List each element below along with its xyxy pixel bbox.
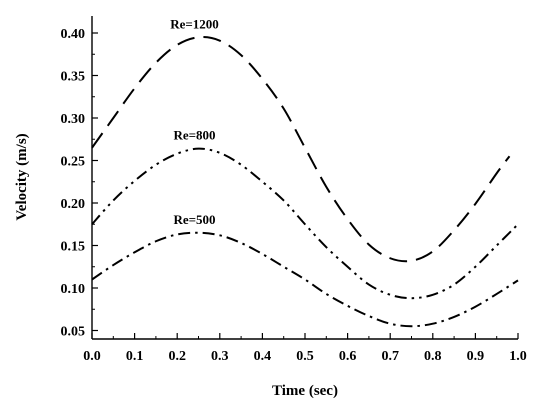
x-tick-label: 0.0	[83, 349, 101, 364]
y-tick-label: 0.25	[61, 155, 86, 170]
x-tick-label: 0.1	[126, 349, 144, 364]
x-tick-label: 0.3	[211, 349, 229, 364]
series-line-re-500	[91, 231, 519, 328]
x-tick-label: 0.2	[168, 349, 186, 364]
y-tick-label: 0.20	[61, 197, 86, 212]
x-tick-label: 0.9	[467, 349, 485, 364]
series-labels: Re=1200 Re=800 Re=500	[170, 16, 219, 227]
y-axis-ticks: 0.05 0.10 0.15 0.20 0.25 0.30 0.35 0.40	[61, 27, 98, 340]
series-label: Re=500	[173, 212, 215, 227]
series-line-re-800	[91, 147, 519, 300]
y-tick-label: 0.30	[61, 112, 86, 127]
series-label: Re=800	[173, 128, 215, 143]
x-axis-ticks: 0.0 0.1 0.2 0.3 0.4 0.5 0.6 0.7 0.8 0.9 1.0	[83, 333, 527, 364]
y-tick-label: 0.40	[61, 27, 86, 42]
x-tick-label: 0.5	[296, 349, 314, 364]
x-tick-label: 1.0	[509, 349, 527, 364]
x-tick-label: 0.4	[254, 349, 272, 364]
y-axis-title: Velocity (m/s)	[14, 133, 30, 220]
series-line-re-1200	[91, 36, 511, 263]
x-tick-label: 0.7	[381, 349, 399, 364]
x-axis-title: Time (sec)	[272, 383, 338, 399]
x-tick-label: 0.6	[339, 349, 357, 364]
y-tick-label: 0.10	[61, 282, 86, 297]
y-tick-label: 0.05	[61, 325, 86, 340]
series-lines	[91, 36, 519, 328]
x-tick-label: 0.8	[424, 349, 442, 364]
y-tick-label: 0.35	[61, 70, 86, 85]
y-tick-label: 0.15	[61, 240, 86, 255]
series-label: Re=1200	[170, 16, 219, 31]
plot-frame	[91, 16, 518, 340]
